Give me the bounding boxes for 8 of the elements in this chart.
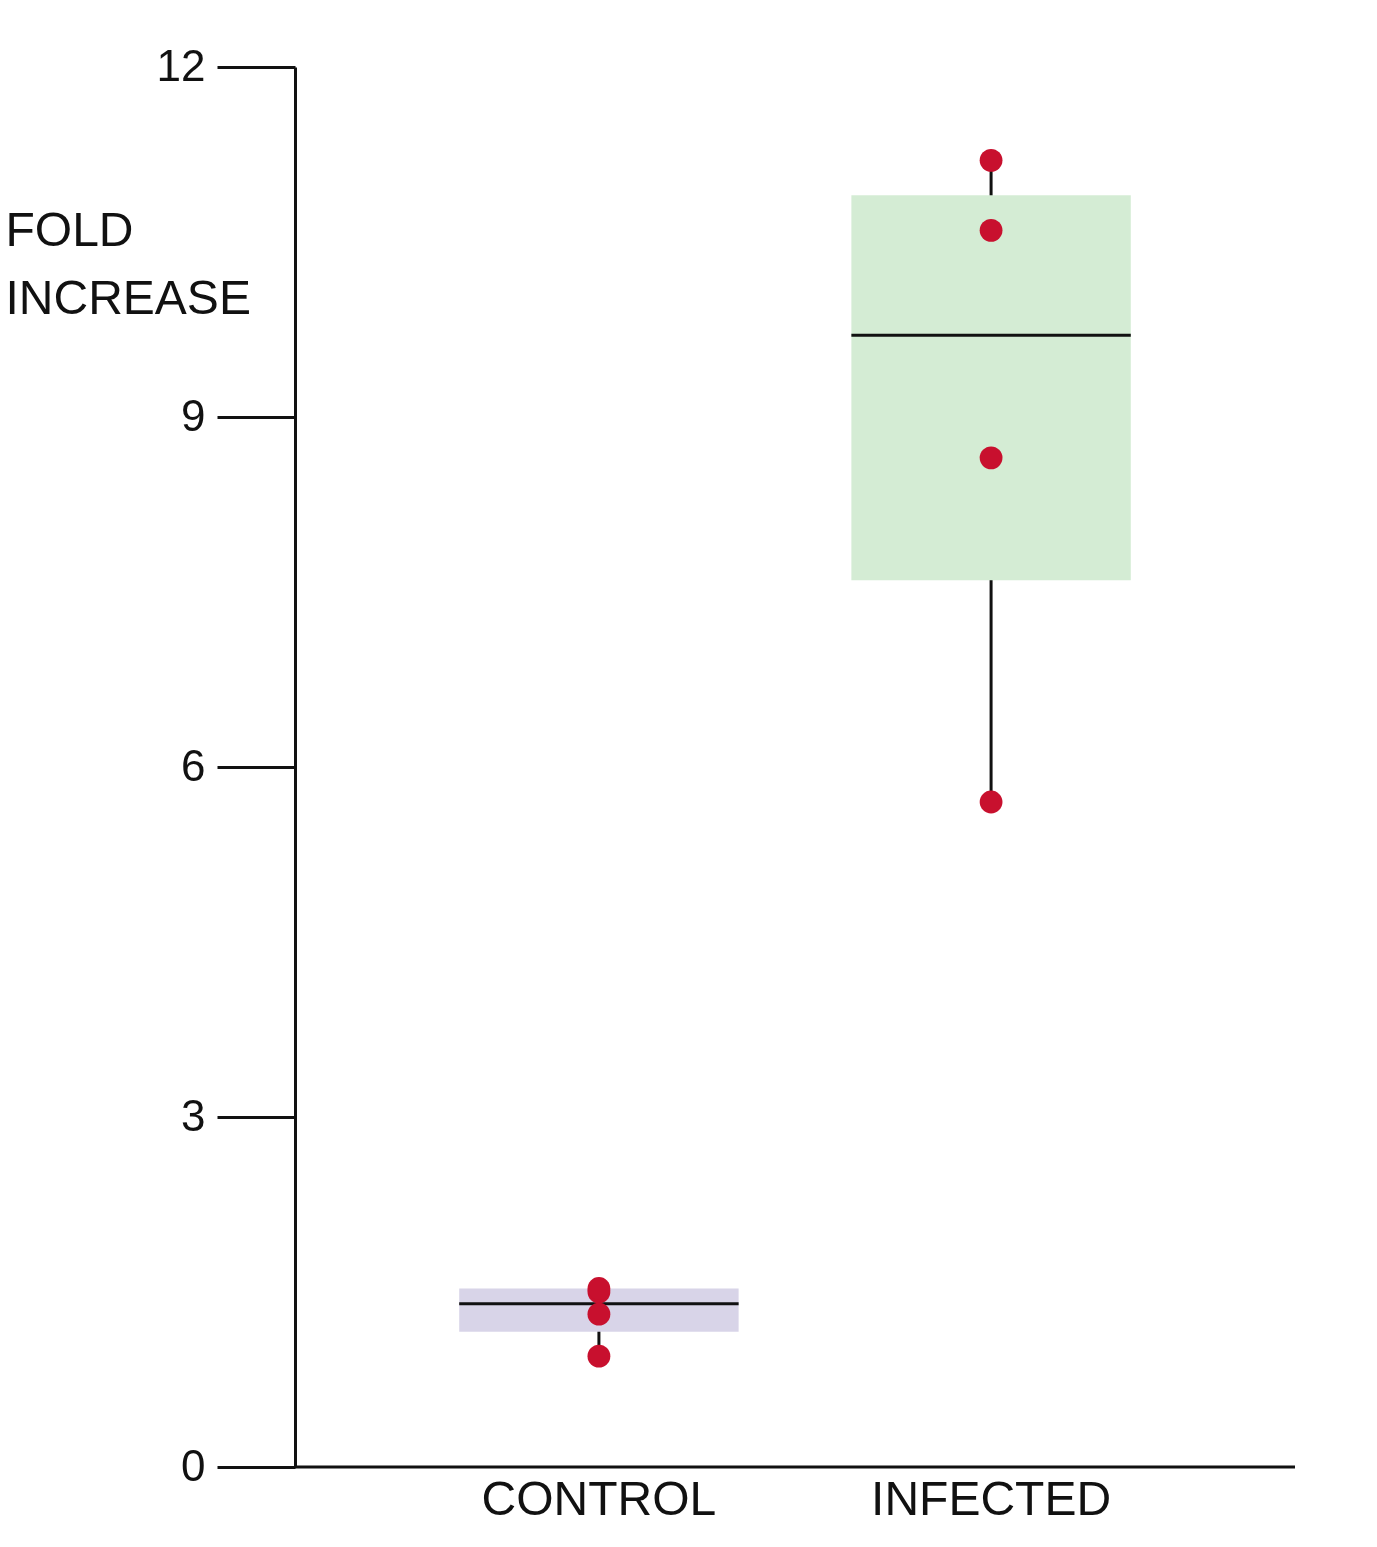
y-tick-label: 0	[181, 1440, 206, 1490]
y-tick-label: 3	[181, 1090, 206, 1140]
y-tick-label: 12	[156, 40, 206, 90]
y-tick-label: 6	[181, 740, 206, 790]
y-tick-label: 9	[181, 390, 206, 440]
x-tick-label: INFECTED	[871, 1472, 1112, 1525]
y-axis-title: FOLD INCREASE	[5, 202, 251, 324]
x-tick-label: CONTROL	[481, 1472, 717, 1525]
